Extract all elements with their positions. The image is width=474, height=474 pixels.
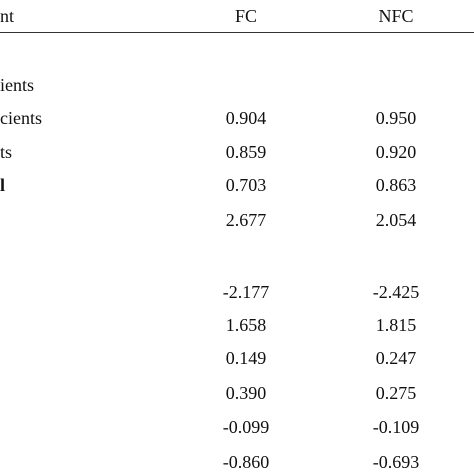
value-cell: 0.703 — [225, 175, 267, 195]
value-cell: 1.815 — [375, 315, 417, 335]
value-cell: 2.054 — [375, 210, 417, 230]
value-cell: -2.177 — [222, 282, 270, 302]
value-cell: 0.859 — [225, 142, 267, 162]
header-cell: FC — [234, 6, 258, 26]
row-label: cients — [0, 108, 42, 128]
value-cell: 0.863 — [375, 175, 417, 195]
row-label: l — [0, 175, 6, 195]
row-label: ts — [0, 142, 13, 162]
value-cell: 0.247 — [375, 348, 417, 368]
header-cell: NFC — [378, 6, 414, 26]
row-label: ients — [0, 75, 34, 95]
value-cell: 0.275 — [375, 383, 417, 403]
value-cell: 0.920 — [375, 142, 417, 162]
value-cell: -0.099 — [222, 417, 270, 437]
value-cell: -0.860 — [222, 452, 270, 472]
header-rule — [0, 32, 474, 33]
value-cell: -0.693 — [372, 452, 420, 472]
value-cell: -2.425 — [372, 282, 420, 302]
value-cell: 2.677 — [225, 210, 267, 230]
value-cell: 0.904 — [225, 108, 267, 128]
value-cell: 0.390 — [225, 383, 267, 403]
value-cell: 1.658 — [225, 315, 267, 335]
value-cell: -0.109 — [372, 417, 420, 437]
value-cell: 0.149 — [225, 348, 267, 368]
header-cell: nt — [0, 6, 15, 26]
value-cell: 0.950 — [375, 108, 417, 128]
